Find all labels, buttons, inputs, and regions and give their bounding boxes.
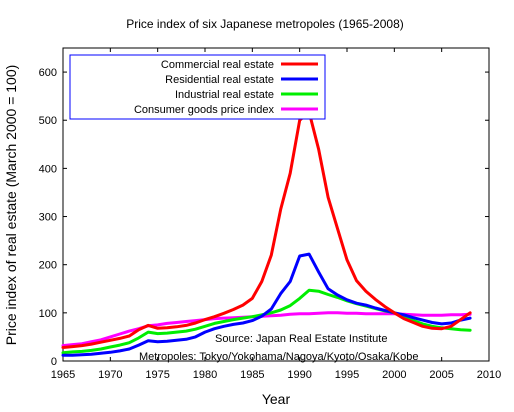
y-tick-label: 500 [39,115,57,127]
x-axis-label: Year [262,391,291,407]
annotations: Source: Japan Real Estate Institute Metro… [139,333,418,363]
x-tick-label: 2010 [477,369,501,381]
plot-area-frame [62,47,490,362]
legend-label: Consumer goods price index [134,104,275,116]
y-tick-label: 100 [39,308,57,320]
legend: Commercial real estate Residential real e… [69,54,326,120]
x-tick-label: 1985 [240,369,264,381]
legend-label: Commercial real estate [161,59,274,71]
x-tick-label: 1975 [145,369,169,381]
x-tick-label: 2005 [429,369,453,381]
series-line-0 [61,110,472,349]
chart-title: Price index of six Japanese metropoles (… [126,17,404,31]
series-line-1 [61,252,472,357]
x-tick-label: 1970 [98,369,122,381]
x-tick-label: 1980 [193,369,217,381]
annotation-text: Metropoles: Tokyo/Yokohama/Nagoya/Kyoto/… [139,351,418,363]
series-lines [61,110,472,357]
x-tick-label: 2000 [382,369,406,381]
y-tick-label: 200 [39,260,57,272]
y-tick-label: 600 [39,67,57,79]
y-tick-label: 0 [51,356,57,368]
x-tick-label: 1965 [51,369,75,381]
y-tick-label: 400 [39,163,57,175]
x-tick-label: 1990 [287,369,311,381]
y-axis-label: Price index of real estate (March 2000 =… [3,65,19,346]
y-tick-label: 300 [39,212,57,224]
legend-label: Industrial real estate [175,89,274,101]
x-tick-label: 1995 [335,369,359,381]
annotation-text: Source: Japan Real Estate Institute [215,333,387,345]
axis-ticks: 1965 1970 1975 1980 1985 1990 1995 2000 2005 2010… [39,48,501,381]
legend-label: Residential real estate [165,74,274,86]
